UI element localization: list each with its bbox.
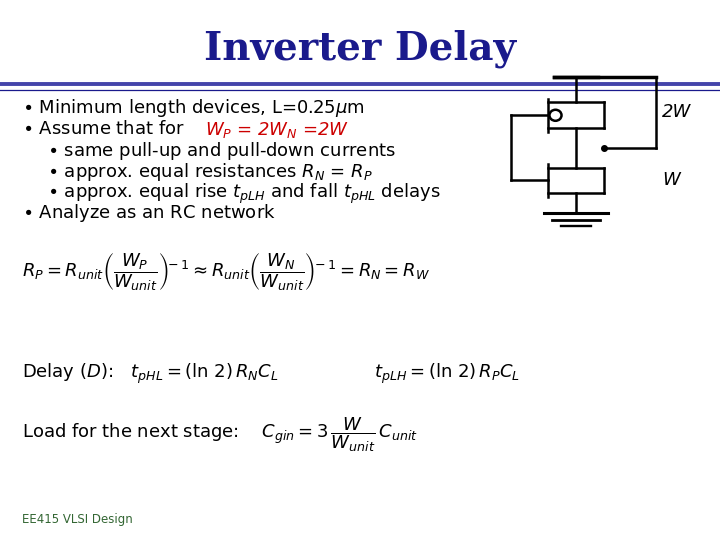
Text: $\bullet$ same pull-up and pull-down currents: $\bullet$ same pull-up and pull-down cur… [47, 140, 396, 163]
Text: $\bullet$ approx. equal rise $t_{pLH}$ and fall $t_{pHL}$ delays: $\bullet$ approx. equal rise $t_{pLH}$ a… [47, 181, 440, 206]
Text: W: W [662, 171, 680, 190]
Text: Inverter Delay: Inverter Delay [204, 30, 516, 68]
Text: $\bullet$ Assume that for: $\bullet$ Assume that for [22, 120, 184, 138]
Text: $\bullet$ Minimum length devices, L=0.25$\mu$m: $\bullet$ Minimum length devices, L=0.25… [22, 97, 364, 119]
Text: $\bullet$ approx. equal resistances $R_N$ = $R_P$: $\bullet$ approx. equal resistances $R_N… [47, 161, 373, 183]
Text: EE415 VLSI Design: EE415 VLSI Design [22, 514, 132, 526]
Text: Load for the next stage:    $C_{gin} = 3\,\dfrac{W}{W_{unit}}\,C_{unit}$: Load for the next stage: $C_{gin} = 3\,\… [22, 416, 418, 455]
Text: $W_P$ = 2$W_N$ =2$W$: $W_P$ = 2$W_N$ =2$W$ [205, 120, 349, 140]
Text: $\bullet$ Analyze as an RC network: $\bullet$ Analyze as an RC network [22, 202, 275, 224]
Text: $t_{pLH} = (\ln\,2)\,R_P C_L$: $t_{pLH} = (\ln\,2)\,R_P C_L$ [374, 362, 521, 386]
Text: $R_P = R_{unit}\left(\dfrac{W_P}{W_{unit}}\right)^{\!\!-1}\approx R_{unit}\left(: $R_P = R_{unit}\left(\dfrac{W_P}{W_{unit… [22, 251, 430, 293]
Text: 2W: 2W [662, 103, 692, 122]
Text: Delay ($D$):   $t_{pHL} = (\ln\,2)\,R_N C_L$: Delay ($D$): $t_{pHL} = (\ln\,2)\,R_N C_… [22, 362, 278, 386]
